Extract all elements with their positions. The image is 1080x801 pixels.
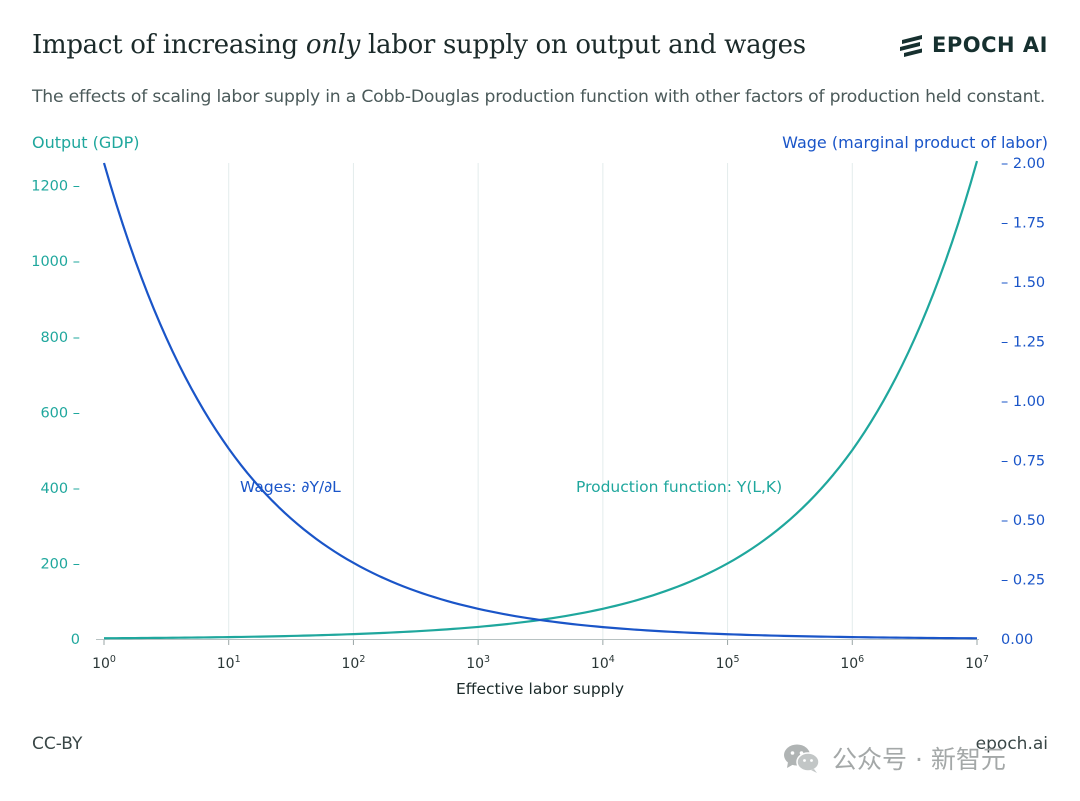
- brand-name: EPOCH AI: [932, 33, 1048, 57]
- y-left-tick-label: 200 –: [40, 556, 80, 572]
- x-tick-label: 101: [217, 654, 241, 672]
- y-left-tick-label: 600 –: [40, 405, 80, 421]
- epoch-logo-icon: [900, 35, 923, 57]
- y-right-tick-label: – 0.50: [1001, 513, 1045, 529]
- y-left-tick-label: 1000 –: [31, 254, 80, 270]
- title-part-2: labor supply on output and wages: [360, 30, 806, 60]
- x-tick-label: 100: [92, 654, 116, 672]
- y-right-tick-label: – 1.00: [1001, 394, 1045, 410]
- x-tick-label: 102: [341, 654, 365, 672]
- y-left-tick-label: 800 –: [40, 330, 80, 346]
- y-right-tick-label: – 1.75: [1001, 216, 1045, 232]
- watermark-text: 公众号 · 新智元: [832, 745, 1006, 774]
- site-link[interactable]: epoch.ai: [975, 734, 1048, 754]
- series-line-output: [103, 160, 979, 640]
- series-label-output: Production function: Y(L,K): [576, 478, 782, 496]
- title-part-1: Impact of increasing: [32, 30, 306, 60]
- watermark: 公众号 · 新智元: [782, 740, 1006, 776]
- x-tick-label: 107: [965, 654, 989, 672]
- x-tick-label: 103: [466, 654, 490, 672]
- x-tick-label: 106: [840, 654, 864, 672]
- y-left-tick-label: 0: [71, 632, 80, 648]
- wechat-icon: [784, 744, 820, 773]
- chart-subtitle: The effects of scaling labor supply in a…: [32, 87, 1046, 107]
- right-axis-title: Wage (marginal product of labor): [782, 133, 1048, 152]
- y-right-tick-label: – 0.75: [1001, 454, 1045, 470]
- x-tick-label: 104: [591, 654, 615, 672]
- y-right-tick-label: – 1.25: [1001, 335, 1045, 351]
- y-right-tick-label: – 0.25: [1001, 573, 1045, 589]
- chart-title: Impact of increasing only labor supply o…: [32, 30, 806, 60]
- series-line-wages: [102, 162, 978, 640]
- y-left-tick-label: 400 –: [40, 481, 80, 497]
- y-right-tick-label: – 2.00: [1001, 156, 1045, 172]
- license-label: CC-BY: [32, 734, 83, 754]
- series-label-wages: Wages: ∂Y/∂L: [240, 478, 341, 496]
- left-axis-title: Output (GDP): [32, 133, 140, 152]
- title-emphasis: only: [305, 30, 361, 60]
- y-right-tick-label: 0.00: [1001, 632, 1033, 648]
- y-right-tick-label: – 1.50: [1001, 275, 1045, 291]
- x-tick-label: 105: [716, 654, 740, 672]
- epoch-logo[interactable]: EPOCH AI: [898, 33, 1048, 57]
- x-axis-label: Effective labor supply: [456, 680, 624, 698]
- y-left-tick-label: 1200 –: [31, 179, 80, 195]
